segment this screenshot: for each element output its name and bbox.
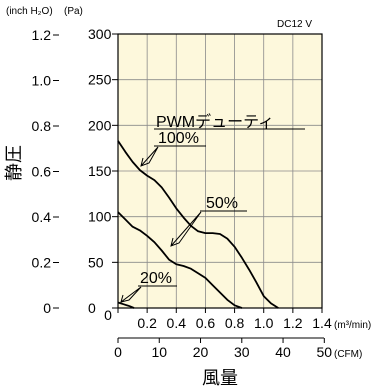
y-tick-label-inch: 0 xyxy=(43,300,51,316)
y-tick-label-pa: 300 xyxy=(88,26,112,42)
y-ticks-pa: 0 50 100 150 200 250 300 xyxy=(88,26,118,316)
y-tick-label-inch: 0.4 xyxy=(32,209,52,225)
x-tick-label-m3: 0.8 xyxy=(225,315,245,331)
y-tick-label-pa: 50 xyxy=(88,254,104,270)
x-tick-label-m3: 1.2 xyxy=(283,315,303,331)
series-line-100 xyxy=(117,140,279,309)
x-ticks-cfm: 0 10 20 30 40 50 xyxy=(114,338,332,360)
series-label-100-leader xyxy=(140,146,159,167)
y-tick-label-pa: 0 xyxy=(88,300,96,316)
x-tick-label-cfm: 40 xyxy=(275,344,291,360)
x-unit-top: (m³/min) xyxy=(334,320,371,331)
x-axis-title: 風量 xyxy=(202,368,238,388)
y-tick-label-inch: 1.0 xyxy=(32,72,52,88)
y-tick-label-pa: 250 xyxy=(88,72,112,88)
series-label-50: 50% xyxy=(206,195,238,212)
x-ticks-m3: 0 0.2 0.4 0.6 0.8 1.0 1.2 1.4 xyxy=(104,307,332,331)
series-label-20: 20% xyxy=(140,270,172,287)
left-unit-label: (inch H₂O) xyxy=(6,6,53,17)
x-tick-label-m3: 0.6 xyxy=(196,315,216,331)
y-tick-label-inch: 0.8 xyxy=(32,118,52,134)
x-tick-label-cfm: 50 xyxy=(317,344,333,360)
x-tick-label-cfm: 30 xyxy=(234,344,250,360)
legend-title: PWMデューティ xyxy=(156,112,274,131)
voltage-label: DC12 V xyxy=(277,19,312,30)
y-tick-label-pa: 200 xyxy=(88,117,112,133)
series-label-20-leader xyxy=(120,286,142,304)
y-tick-label-inch: 0.6 xyxy=(32,163,52,179)
x-tick-label-m3: 0.2 xyxy=(137,315,157,331)
x-tick-label-m3: 1.4 xyxy=(312,315,332,331)
x-tick-label-cfm: 0 xyxy=(114,344,122,360)
x-tick-label-cfm: 10 xyxy=(151,344,167,360)
x-unit-bottom: (CFM) xyxy=(334,349,362,360)
y-tick-label-inch: 1.2 xyxy=(32,27,52,43)
x-tick-label-m3: 1.0 xyxy=(254,315,274,331)
x-tick-label-m3: 0 xyxy=(104,307,112,323)
x-tick-label-m3: 0.4 xyxy=(167,315,187,331)
series-line-50 xyxy=(117,211,243,309)
x-tick-label-cfm: 20 xyxy=(193,344,209,360)
right-unit-label: (Pa) xyxy=(64,6,83,17)
y-axis-title: 静圧 xyxy=(4,145,24,181)
series-line-20 xyxy=(117,301,135,309)
y-tick-label-pa: 150 xyxy=(88,163,112,179)
series-layer xyxy=(117,140,279,309)
y-ticks-inch: 0 0.2 0.4 0.6 0.8 1.0 1.2 xyxy=(32,27,59,316)
grid xyxy=(118,34,322,308)
y-tick-label-pa: 100 xyxy=(88,209,112,225)
series-label-100: 100% xyxy=(158,130,199,147)
y-tick-label-inch: 0.2 xyxy=(32,254,52,270)
series-label-50-leader xyxy=(170,211,202,247)
